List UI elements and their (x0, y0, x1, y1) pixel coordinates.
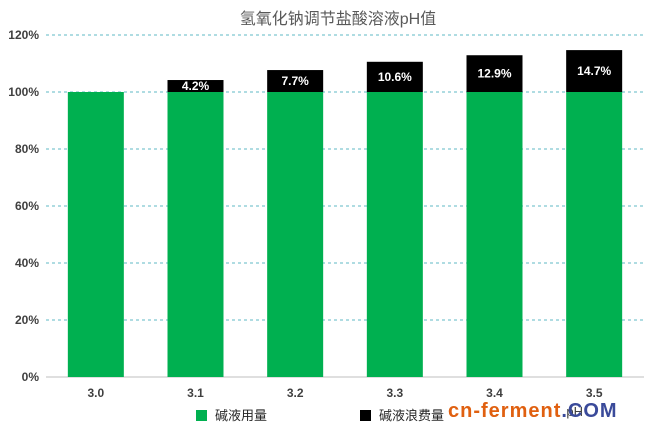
bar-alkali-wasted (566, 50, 623, 92)
data-label: 14.7% (577, 64, 611, 78)
x-axis-title: pH (566, 404, 583, 419)
legend-swatch-alkali-used (196, 410, 207, 421)
chart-title: 氢氧化钠调节盐酸溶液pH值 (240, 10, 436, 28)
bar-alkali-used (566, 92, 623, 377)
y-tick-label: 60% (15, 199, 39, 213)
x-tick-label: 3.1 (187, 386, 204, 400)
bar-alkali-used (366, 92, 423, 377)
bar-alkali-wasted (466, 55, 523, 92)
x-tick-label: 3.3 (386, 386, 403, 400)
y-tick-label: 120% (8, 28, 39, 42)
legend-label-alkali-used: 碱液用量 (215, 408, 267, 423)
y-tick-label: 40% (15, 256, 39, 270)
bar-alkali-used (267, 92, 324, 377)
data-label: 12.9% (477, 67, 511, 81)
y-tick-label: 80% (15, 142, 39, 156)
y-tick-label: 100% (8, 85, 39, 99)
data-label: 10.6% (378, 70, 412, 84)
x-tick-label: 3.2 (287, 386, 304, 400)
data-label: 7.7% (281, 74, 309, 88)
watermark-suffix: .COM (561, 400, 617, 422)
bar-alkali-used (167, 92, 224, 377)
bar-alkali-wasted (366, 61, 423, 92)
bar-alkali-wasted (167, 80, 224, 92)
data-label: 4.2% (182, 79, 210, 93)
y-tick-label: 0% (22, 370, 40, 384)
x-tick-label: 3.4 (486, 386, 503, 400)
gridlines (46, 34, 644, 378)
legend-swatch-alkali-wasted (360, 410, 371, 421)
bars: 4.2% 7.7% 10.6% 12.9% 14.7% (67, 50, 623, 377)
x-tick-label: 3.5 (586, 386, 603, 400)
y-tick-label: 20% (15, 313, 39, 327)
bar-alkali-wasted (267, 70, 324, 92)
watermark-prefix: cn-ferment (448, 400, 561, 422)
y-axis: 0% 20% 40% 60% 80% 100% 120% (8, 28, 39, 384)
x-axis: 3.0 3.1 3.2 3.3 3.4 3.5 (87, 386, 602, 400)
bar-alkali-used (67, 92, 124, 377)
bar-alkali-used (466, 92, 523, 377)
legend-label-alkali-wasted: 碱液浪费量 (379, 408, 444, 423)
x-tick-label: 3.0 (87, 386, 104, 400)
watermark-logo: cn-ferment.COM (448, 400, 618, 422)
legend: 碱液用量 碱液浪费量 (196, 408, 444, 423)
